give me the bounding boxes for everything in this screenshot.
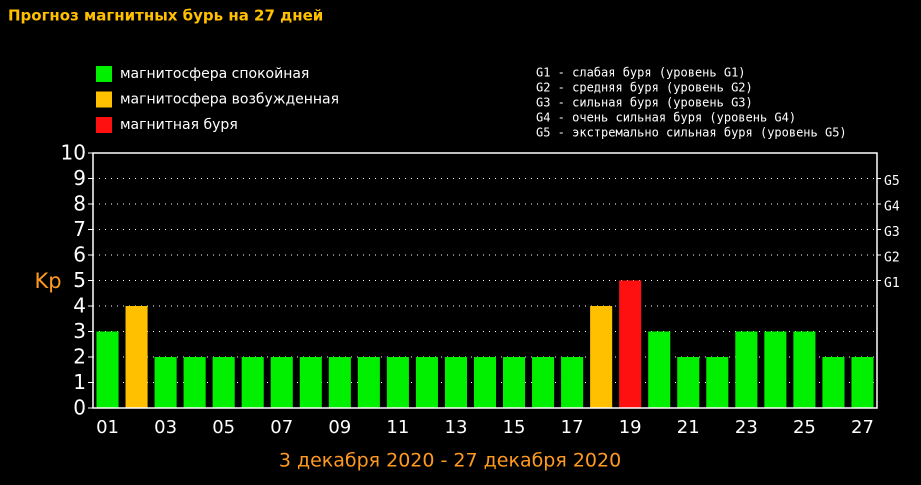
y-tick-label: 10	[61, 141, 86, 165]
x-tick-label: 19	[619, 417, 642, 438]
g-tick-label: G4	[884, 200, 900, 215]
x-tick-label: 13	[445, 417, 468, 438]
legend-swatch	[96, 66, 112, 82]
bar	[677, 357, 700, 408]
bar	[154, 357, 177, 408]
bar	[183, 357, 206, 408]
bar	[357, 357, 380, 408]
y-tick-label: 9	[73, 166, 86, 190]
bar	[299, 357, 322, 408]
x-axis-label: 3 декабря 2020 - 27 декабря 2020	[279, 450, 621, 472]
g-tick-label: G3	[884, 225, 900, 240]
x-tick-label: 11	[386, 417, 409, 438]
x-tick-label: 15	[503, 417, 526, 438]
bar	[793, 331, 816, 408]
x-tick-label: 23	[735, 417, 758, 438]
bar	[532, 357, 555, 408]
x-tick-label: 27	[851, 417, 874, 438]
bar	[386, 357, 409, 408]
g-tick-label: G1	[884, 276, 900, 291]
g-tick-label: G5	[884, 174, 900, 189]
y-tick-label: 0	[73, 396, 86, 420]
bar	[764, 331, 787, 408]
x-tick-label: 17	[561, 417, 584, 438]
bar	[270, 357, 293, 408]
bar	[619, 280, 642, 408]
bar	[241, 357, 264, 408]
legend-swatch	[96, 91, 112, 108]
chart-title: Прогноз магнитных бурь на 27 дней	[8, 7, 323, 25]
bar	[735, 331, 758, 408]
x-tick-label: 07	[270, 417, 293, 438]
y-tick-label: 8	[73, 192, 86, 216]
storm-level-text: G4 - очень сильная буря (уровень G4)	[536, 111, 796, 125]
x-tick-label: 03	[154, 417, 177, 438]
bar	[822, 357, 845, 408]
legend-label: магнитосфера спокойная	[120, 66, 309, 82]
storm-level-text: G1 - слабая буря (уровень G1)	[536, 66, 746, 80]
bar	[648, 331, 671, 408]
storm-level-text: G5 - экстремально сильная буря (уровень …	[536, 126, 847, 140]
storm-level-text: G3 - сильная буря (уровень G3)	[536, 96, 753, 110]
bar	[415, 357, 438, 408]
bar	[851, 357, 874, 408]
bar	[125, 306, 148, 408]
bar	[328, 357, 351, 408]
x-tick-label: 09	[328, 417, 351, 438]
bar	[590, 306, 613, 408]
bar	[212, 357, 235, 408]
y-tick-label: 4	[73, 294, 86, 318]
x-tick-label: 21	[677, 417, 700, 438]
bar	[561, 357, 584, 408]
bar	[706, 357, 729, 408]
legend-swatch	[96, 117, 112, 133]
plot-border	[92, 152, 878, 409]
legend-label: магнитная буря	[120, 117, 238, 133]
y-tick-label: 3	[73, 319, 86, 343]
legend-label: магнитосфера возбужденная	[120, 92, 339, 108]
y-tick-label: 7	[73, 217, 86, 241]
bar	[96, 331, 119, 408]
y-tick-label: 5	[73, 268, 86, 292]
y-tick-label: 6	[73, 243, 86, 267]
storm-level-text: G2 - средняя буря (уровень G2)	[536, 81, 753, 95]
y-axis-label: Kp	[34, 269, 61, 293]
x-tick-label: 05	[212, 417, 235, 438]
y-tick-label: 2	[73, 345, 86, 369]
bar	[444, 357, 467, 408]
g-tick-label: G2	[884, 251, 900, 266]
bar	[503, 357, 526, 408]
x-tick-label: 01	[96, 417, 119, 438]
x-tick-label: 25	[793, 417, 816, 438]
y-tick-label: 1	[73, 370, 86, 394]
bar	[473, 357, 497, 408]
